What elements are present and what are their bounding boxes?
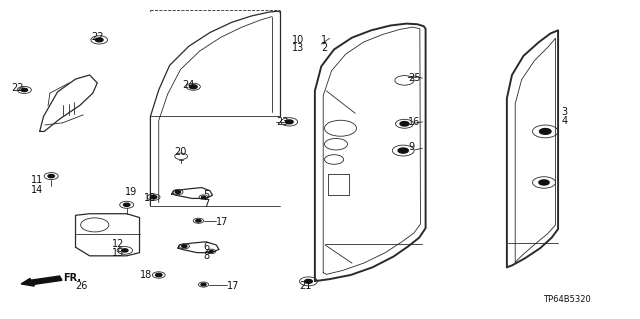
Circle shape	[48, 174, 54, 178]
Circle shape	[21, 88, 28, 92]
Text: 24: 24	[182, 79, 195, 90]
Circle shape	[150, 196, 157, 199]
Text: 9: 9	[408, 142, 415, 152]
Text: 12: 12	[112, 239, 124, 249]
Text: 3: 3	[561, 107, 568, 117]
Text: 2: 2	[321, 43, 328, 54]
Circle shape	[156, 273, 162, 277]
Text: 17: 17	[227, 280, 239, 291]
Text: 22: 22	[92, 32, 104, 42]
Circle shape	[398, 148, 408, 153]
Text: 17: 17	[216, 217, 228, 227]
Text: 18: 18	[144, 193, 156, 204]
Text: 13: 13	[292, 43, 304, 54]
Text: 23: 23	[276, 117, 289, 127]
Circle shape	[196, 219, 201, 222]
Text: FR.: FR.	[63, 273, 81, 283]
Text: 8: 8	[204, 251, 210, 261]
Circle shape	[539, 180, 549, 185]
Text: 22: 22	[12, 83, 24, 93]
FancyArrow shape	[21, 276, 62, 286]
Circle shape	[285, 120, 293, 124]
Text: 10: 10	[292, 35, 304, 45]
Text: 14: 14	[31, 185, 43, 195]
Text: 1: 1	[321, 35, 328, 45]
Text: 20: 20	[174, 146, 186, 157]
Text: TP64B5320: TP64B5320	[543, 295, 591, 304]
Text: 6: 6	[204, 242, 210, 252]
Circle shape	[209, 250, 213, 252]
Circle shape	[95, 38, 103, 42]
Circle shape	[189, 85, 197, 89]
Circle shape	[182, 245, 187, 248]
Text: 11: 11	[31, 175, 43, 185]
Text: 15: 15	[112, 248, 124, 258]
Text: 18: 18	[140, 270, 152, 280]
Text: 7: 7	[204, 198, 210, 209]
Circle shape	[305, 279, 312, 283]
Circle shape	[540, 129, 551, 134]
Text: 26: 26	[76, 280, 88, 291]
Circle shape	[124, 203, 130, 206]
Circle shape	[122, 249, 128, 252]
Text: 25: 25	[408, 73, 421, 83]
Circle shape	[202, 196, 205, 198]
Text: 19: 19	[125, 187, 137, 197]
Text: 21: 21	[300, 280, 312, 291]
Circle shape	[400, 122, 409, 126]
Text: 16: 16	[408, 117, 420, 127]
Circle shape	[175, 191, 180, 193]
Circle shape	[201, 283, 206, 286]
Text: 5: 5	[204, 190, 210, 200]
Text: 4: 4	[561, 115, 568, 126]
